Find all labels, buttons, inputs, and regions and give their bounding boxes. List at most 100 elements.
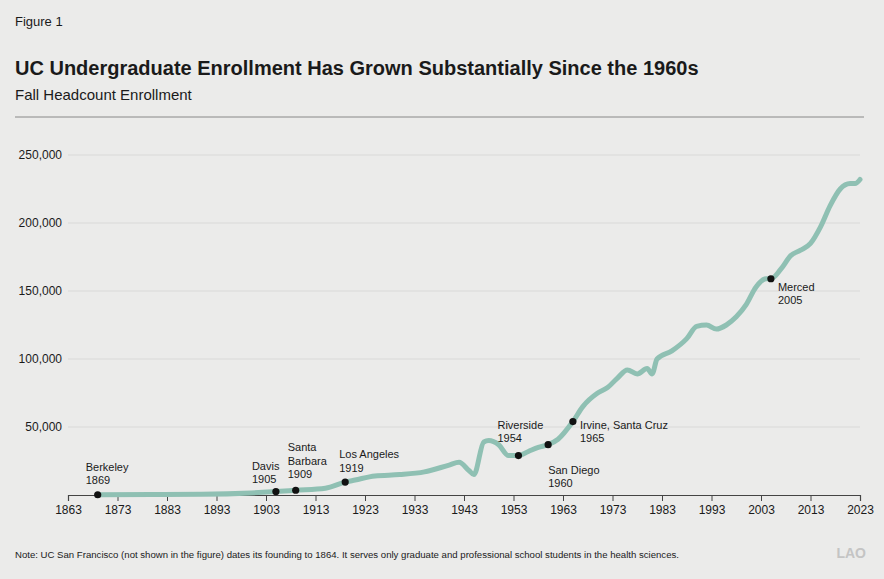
campus-label: 1954 [497,432,521,444]
x-tick-label: 1963 [550,503,577,517]
figure-label: Figure 1 [15,14,63,29]
campus-point [767,275,774,282]
x-tick: 1953 [501,495,528,517]
x-tick-mark [415,495,416,501]
grid-line [68,291,860,292]
plot-area [94,179,860,498]
y-axis: 50,000 100,000 150,000 200,000 250,000 [19,148,69,495]
background [0,0,884,579]
x-tick-mark [761,495,762,501]
x-tick-mark [464,495,465,501]
campus-label: 1905 [252,473,276,485]
x-tick-label: 2013 [798,503,825,517]
x-tick-mark [316,495,317,501]
campus-label: Irvine, Santa Cruz [580,419,668,431]
grid-line [68,155,860,156]
x-tick-label: 2023 [847,503,874,517]
x-tick-label: 1933 [402,503,429,517]
x-tick: 1883 [154,495,181,517]
x-tick-label: 1873 [105,503,132,517]
x-tick-label: 1973 [600,503,627,517]
campus-point [272,488,279,495]
x-tick: 1903 [253,495,280,517]
grid [68,155,860,427]
campus-label: 1965 [580,432,604,444]
y-tick-label: 250,000 [19,148,63,162]
campus-label: San Diego [548,464,599,476]
campus-label: 2005 [778,294,802,306]
x-tick: 1943 [451,495,478,517]
grid-line [68,359,860,360]
x-tick: 1993 [699,495,726,517]
x-tick-mark [712,495,713,501]
campus-point [292,487,299,494]
header-rule [15,117,864,118]
campus-label: Berkeley [86,461,129,473]
y-tick-label: 50,000 [25,420,62,434]
x-tick-label: 1993 [699,503,726,517]
x-axis: 1863 1873 1883 1893 1903 1913 1923 1933 1943 1953… [55,495,874,517]
x-tick-label: 1943 [451,503,478,517]
x-tick-mark [563,495,564,501]
x-tick: 1973 [600,495,627,517]
campus-label: Santa [288,441,318,453]
x-tick: 1893 [204,495,231,517]
title: UC Undergraduate Enrollment Has Grown Su… [15,57,699,79]
x-tick: 2023 [847,495,874,517]
x-tick-mark [860,495,861,501]
y-tick-label: 200,000 [19,216,63,230]
campus-label: 1909 [288,468,312,480]
x-tick-label: 1983 [649,503,676,517]
x-tick: 2003 [748,495,775,517]
logo: LAO [836,545,866,561]
x-tick: 1923 [352,495,379,517]
x-tick-label: 1913 [303,503,330,517]
x-tick-mark [266,495,267,501]
x-tick-label: 2003 [748,503,775,517]
y-tick: 50,000 [25,420,68,434]
x-tick: 1913 [303,495,330,517]
campus-label: Riverside [497,419,543,431]
chart: Figure 1 UC Undergraduate Enrollment Has … [0,0,884,579]
x-tick-label: 1923 [352,503,379,517]
campus-label: Los Angeles [339,448,399,460]
x-tick: 1873 [105,495,132,517]
campus-label: Davis [252,460,280,472]
x-tick-mark [613,495,614,501]
x-tick-label: 1953 [501,503,528,517]
y-tick-label: 100,000 [19,352,63,366]
y-axis-line [68,156,69,496]
campus-label: 1960 [548,477,572,489]
campus-point [342,478,349,485]
annotations: Berkeley1869 Davis1905 Santa Barbara1909 Los… [86,281,815,489]
campus-point [545,441,552,448]
campus-label: 1869 [86,474,110,486]
x-tick-label: 1893 [204,503,231,517]
subtitle: Fall Headcount Enrollment [15,86,193,103]
x-tick: 1983 [649,495,676,517]
x-tick-mark [811,495,812,501]
x-tick-label: 1883 [154,503,181,517]
x-tick-label: 1903 [253,503,280,517]
x-tick: 1863 [55,495,82,517]
grid-line [68,223,860,224]
campus-point [515,452,522,459]
campus-label: Merced [778,281,815,293]
y-tick: 250,000 [19,148,68,162]
y-tick: 100,000 [19,352,68,366]
campus-point [94,491,101,498]
x-tick-mark [514,495,515,501]
note: Note: UC San Francisco (not shown in the… [15,549,679,560]
grid-line [68,427,860,428]
y-tick: 200,000 [19,216,68,230]
enrollment-line [98,179,860,494]
x-tick: 2013 [798,495,825,517]
x-tick: 1963 [550,495,577,517]
x-tick-mark [68,495,69,501]
y-tick-label: 150,000 [19,284,63,298]
y-tick: 150,000 [19,284,68,298]
x-tick-label: 1863 [55,503,82,517]
campus-label: Barbara [288,455,328,467]
x-tick-mark [662,495,663,501]
x-tick: 1933 [402,495,429,517]
